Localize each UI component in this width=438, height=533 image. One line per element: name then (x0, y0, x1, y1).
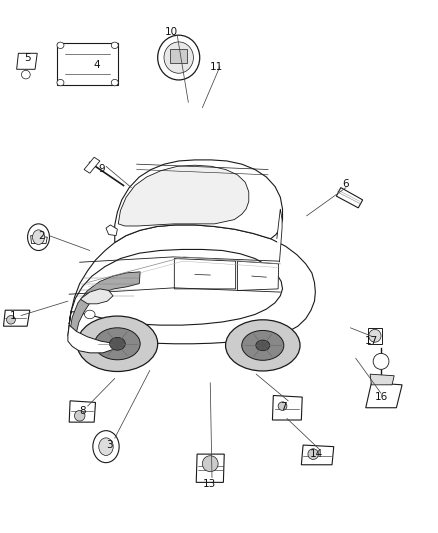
Text: 16: 16 (374, 392, 388, 402)
Polygon shape (277, 209, 282, 262)
Ellipse shape (77, 316, 158, 372)
Text: 4: 4 (93, 60, 100, 70)
Ellipse shape (369, 329, 381, 342)
Polygon shape (68, 325, 119, 353)
Ellipse shape (74, 410, 85, 421)
Polygon shape (196, 454, 224, 482)
Text: 10: 10 (165, 27, 178, 37)
Ellipse shape (278, 402, 287, 410)
Text: 9: 9 (98, 165, 105, 174)
Ellipse shape (21, 70, 30, 79)
Text: 1: 1 (10, 311, 17, 320)
Polygon shape (336, 188, 363, 208)
Polygon shape (70, 272, 140, 332)
Ellipse shape (373, 353, 389, 369)
Ellipse shape (93, 431, 119, 463)
Text: 14: 14 (310, 449, 323, 459)
Ellipse shape (158, 35, 200, 80)
Ellipse shape (111, 42, 118, 49)
Polygon shape (17, 53, 37, 69)
Ellipse shape (32, 230, 45, 245)
Ellipse shape (57, 79, 64, 86)
Polygon shape (31, 236, 47, 244)
Ellipse shape (57, 42, 64, 49)
Polygon shape (4, 310, 30, 326)
Text: 11: 11 (210, 62, 223, 71)
Polygon shape (174, 259, 236, 289)
Polygon shape (170, 49, 187, 63)
Polygon shape (84, 157, 100, 173)
Text: 6: 6 (343, 179, 350, 189)
Text: 8: 8 (79, 407, 86, 416)
Ellipse shape (7, 316, 15, 324)
Polygon shape (81, 289, 113, 304)
Text: 7: 7 (280, 402, 287, 411)
Text: 17: 17 (365, 336, 378, 346)
Ellipse shape (226, 320, 300, 371)
Polygon shape (69, 401, 95, 422)
Polygon shape (370, 374, 394, 385)
Polygon shape (368, 328, 382, 344)
Ellipse shape (85, 310, 95, 319)
Ellipse shape (242, 330, 284, 360)
Ellipse shape (202, 456, 218, 472)
Text: 5: 5 (24, 53, 31, 62)
Polygon shape (237, 261, 279, 290)
Ellipse shape (99, 438, 113, 455)
Polygon shape (366, 383, 402, 408)
Ellipse shape (308, 449, 318, 459)
Text: 3: 3 (106, 440, 113, 450)
Polygon shape (106, 225, 117, 236)
Text: 2: 2 (38, 231, 45, 240)
Text: 13: 13 (203, 479, 216, 489)
Ellipse shape (28, 224, 49, 251)
Ellipse shape (95, 328, 140, 360)
Polygon shape (272, 395, 302, 420)
Ellipse shape (111, 79, 118, 86)
Ellipse shape (110, 337, 125, 350)
Polygon shape (68, 225, 315, 344)
Polygon shape (69, 249, 283, 325)
Polygon shape (118, 165, 249, 226)
Polygon shape (57, 43, 118, 85)
Ellipse shape (164, 42, 194, 73)
Polygon shape (301, 445, 334, 465)
Ellipse shape (256, 340, 270, 351)
Polygon shape (115, 160, 283, 243)
